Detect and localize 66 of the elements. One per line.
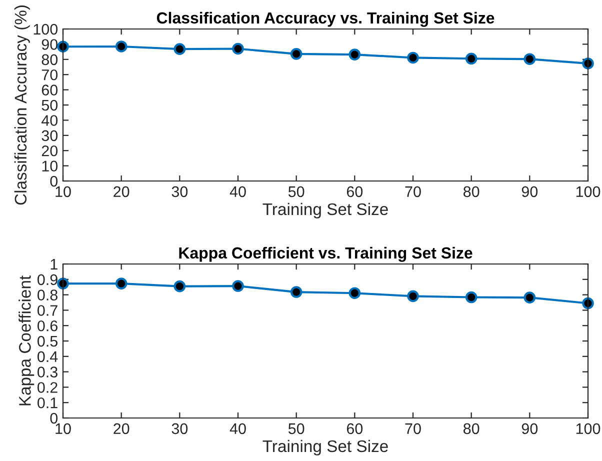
y-tick-label: 0.7 (38, 305, 58, 316)
point (348, 287, 361, 300)
point (174, 43, 186, 55)
y-tick-label: 0.5 (38, 336, 58, 347)
point (407, 52, 419, 64)
x-tick-label: 70 (405, 423, 421, 434)
x-tick-label: 100 (576, 186, 600, 198)
y-tick-label: 80 (42, 54, 58, 66)
point (232, 280, 244, 292)
point (115, 40, 128, 52)
x-tick-label: 60 (346, 423, 363, 434)
y-axis-title: Kappa Coefficient (18, 275, 34, 406)
x-tick-label: 60 (346, 186, 363, 198)
y-tick-label: 40 (42, 115, 58, 126)
y-tick-label: 70 (42, 69, 58, 80)
y-axis-title: Classification Accuracy (%) (14, 6, 30, 205)
x-axis-title: Training Set Size (262, 440, 388, 456)
point (465, 291, 478, 304)
x-tick-label: 30 (172, 423, 188, 434)
y-tick-label: 10 (42, 160, 58, 172)
point (232, 42, 244, 55)
chart-title: Classification Accuracy vs. Training Set Size (156, 12, 494, 27)
y-tick-label: 20 (42, 145, 58, 156)
point (524, 292, 536, 304)
x-tick-label: 50 (288, 186, 304, 198)
point (57, 278, 69, 290)
point (290, 48, 302, 60)
x-tick-label: 30 (172, 186, 188, 198)
x-tick-label: 40 (230, 186, 246, 198)
y-tick-label: 60 (42, 84, 58, 96)
point (465, 52, 478, 65)
y-tick-label: 100 (34, 24, 58, 35)
y-tick-label: 0.3 (38, 366, 58, 378)
x-tick-label: 100 (576, 423, 600, 434)
x-tick-label: 90 (522, 186, 538, 198)
y-tick-label: 1 (50, 259, 58, 270)
y-tick-label: 0.9 (38, 274, 58, 286)
y-tick-label: 0 (50, 412, 58, 424)
x-tick-label: 40 (230, 423, 246, 434)
y-tick-label: 0.6 (38, 320, 58, 332)
x-tick-label: 50 (288, 423, 304, 434)
point (582, 297, 594, 310)
point (582, 58, 594, 70)
y-tick-label: 0.2 (38, 382, 58, 393)
chart-title: Kappa Coefficient vs. Training Set Size (179, 246, 472, 262)
y-tick-label: 30 (42, 130, 58, 142)
point (57, 40, 69, 53)
y-tick-label: 50 (42, 100, 58, 111)
point (348, 48, 361, 60)
point (290, 286, 302, 298)
point (174, 280, 186, 292)
y-tick-label: 90 (42, 39, 58, 50)
point (407, 290, 419, 302)
y-tick-label: 0.1 (38, 397, 58, 408)
x-tick-label: 20 (114, 186, 130, 198)
y-tick-label: 0.8 (38, 290, 58, 300)
x-tick-label: 90 (522, 423, 538, 434)
x-axis-title: Training Set Size (262, 202, 388, 218)
point (524, 53, 536, 65)
x-tick-label: 80 (464, 423, 480, 434)
y-tick-label: 0 (50, 176, 58, 187)
x-tick-label: 20 (114, 423, 130, 434)
x-tick-label: 70 (405, 186, 421, 198)
x-tick-label: 80 (464, 186, 480, 198)
point (115, 278, 128, 290)
y-tick-label: 0.4 (38, 351, 58, 362)
